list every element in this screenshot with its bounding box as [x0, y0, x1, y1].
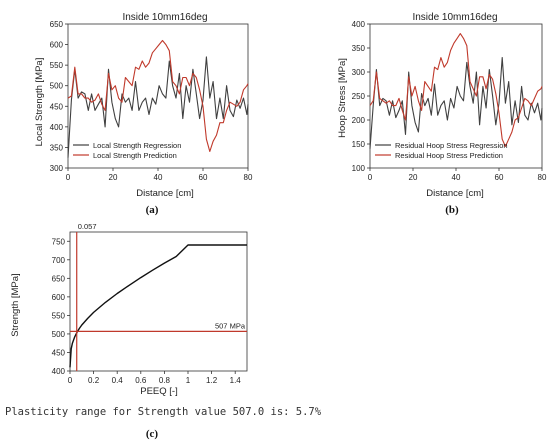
chart-a-legend-label-1: Local Strength Regression [93, 141, 181, 150]
chart-c-ylabel: Strength [MPa] [10, 273, 21, 336]
chart-b-legend-label-1: Residual Hoop Stress Regression [395, 141, 508, 150]
chart-b-x-tick-label: 60 [495, 173, 504, 182]
chart-a-series-2-line [67, 39, 249, 153]
chart-a-x-tick-label: 40 [154, 173, 163, 182]
chart-a-y-tick-label: 500 [50, 82, 64, 91]
chart-a-title: Inside 10mm16deg [122, 12, 207, 23]
chart-c-xlabel: PEEQ [-] [140, 386, 177, 397]
chart-a-x-tick-label: 0 [66, 173, 71, 182]
chart-b-legend-label-2: Residual Hoop Stress Prediction [395, 151, 503, 160]
chart-b-x-tick-label: 20 [409, 173, 418, 182]
chart-a-axes: 0 20 40 60 80 300 350 400 450 500 550 600 650 [50, 20, 253, 182]
chart-b-title: Inside 10mm16deg [412, 12, 497, 23]
chart-c-y-tick-label: 750 [52, 237, 66, 246]
chart-panel-c: PEEQ [-] Strength [MPa] 0 0.2 0.4 0.6 0.8 1 1.… [5, 222, 322, 440]
chart-a-y-tick-label: 450 [50, 102, 64, 111]
chart-c-plot-frame [69, 231, 248, 372]
chart-b-y-tick-label: 300 [352, 68, 366, 77]
chart-b-series [369, 33, 543, 149]
chart-c-y-tick-label: 700 [52, 256, 66, 265]
chart-a-y-tick-label: 400 [50, 123, 64, 132]
chart-b-x-tick-label: 80 [538, 173, 547, 182]
chart-c-y-tick-label: 600 [52, 293, 66, 302]
chart-c-panel-label: (c) [146, 428, 159, 440]
chart-a-xlabel: Distance [cm] [136, 188, 194, 199]
chart-a-y-tick-label: 350 [50, 143, 64, 152]
chart-a-y-tick-label: 650 [50, 20, 64, 29]
chart-a-x-tick-label: 80 [244, 173, 253, 182]
chart-c-y-tick-label: 450 [52, 348, 66, 357]
chart-c-x-tick-label: 0.4 [112, 376, 124, 385]
chart-c-x-tick-label: 1 [186, 376, 191, 385]
chart-a-panel-label: (a) [146, 204, 159, 216]
chart-b-xlabel: Distance [cm] [426, 188, 484, 199]
chart-b-y-tick-label: 100 [352, 164, 366, 173]
chart-c-series [69, 244, 247, 368]
chart-c-x-tick-label: 1.2 [206, 376, 218, 385]
chart-c-x-tick-label: 0.2 [88, 376, 100, 385]
chart-b-legend: Residual Hoop Stress RegressionResidual … [375, 141, 508, 160]
chart-a-y-tick-label: 300 [50, 164, 64, 173]
chart-c-y-tick-label: 400 [52, 367, 66, 376]
chart-b-y-tick-label: 150 [352, 140, 366, 149]
horizontal-reference-label: 507 MPa [215, 321, 246, 330]
chart-b-series-1-line [369, 57, 543, 149]
chart-c-y-tick-label: 500 [52, 330, 66, 339]
chart-c-reference-lines: 0.057 507 MPa [70, 222, 247, 371]
chart-b-y-tick-label: 200 [352, 116, 366, 125]
vertical-reference-label: 0.057 [78, 222, 97, 231]
chart-a-series [67, 39, 249, 158]
chart-b-x-tick-label: 0 [368, 173, 373, 182]
chart-b-panel-label: (b) [445, 204, 459, 216]
chart-a-series-1-line [67, 56, 249, 158]
chart-c-x-tick-label: 0.8 [159, 376, 171, 385]
chart-c-x-tick-label: 1.4 [230, 376, 242, 385]
chart-c-series-1-line [69, 244, 247, 368]
chart-b-axes: 0 20 40 60 80 100 150 200 250 300 350 400 [352, 20, 547, 182]
chart-c-axes: 0 0.2 0.4 0.6 0.8 1 1.2 1.4 400 450 500 550 600 650 70… [52, 231, 248, 385]
chart-panel-b: Inside 10mm16deg Distance [cm] Hoop Stre… [337, 12, 547, 216]
chart-a-x-tick-label: 20 [109, 173, 118, 182]
chart-a-y-tick-label: 600 [50, 41, 64, 50]
chart-b-y-tick-label: 250 [352, 92, 366, 101]
chart-a-ylabel: Local Strength [MPa] [34, 58, 45, 147]
chart-c-x-tick-label: 0.6 [135, 376, 147, 385]
chart-b-ylabel: Hoop Stress [MPa] [337, 58, 348, 138]
chart-b-series-2-line [369, 33, 543, 147]
plasticity-range-text: Plasticity range for Strength value 507.… [5, 406, 322, 418]
chart-c-y-tick-label: 650 [52, 274, 66, 283]
chart-b-x-tick-label: 40 [452, 173, 461, 182]
chart-panel-a: Inside 10mm16deg Distance [cm] Local Str… [34, 12, 253, 216]
chart-a-legend-label-2: Local Strength Prediction [93, 151, 177, 160]
chart-c-x-tick-label: 0 [68, 376, 73, 385]
chart-b-y-tick-label: 400 [352, 20, 366, 29]
chart-b-y-tick-label: 350 [352, 44, 366, 53]
chart-a-y-tick-label: 550 [50, 61, 64, 70]
chart-a-x-tick-label: 60 [199, 173, 208, 182]
chart-c-y-tick-label: 550 [52, 311, 66, 320]
